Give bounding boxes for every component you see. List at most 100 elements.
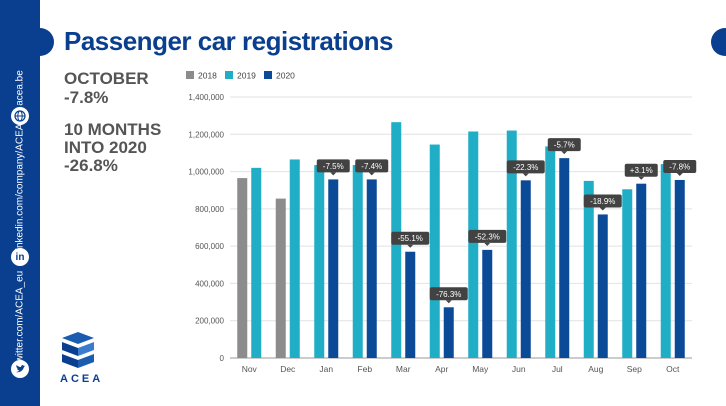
y-tick-label: 200,000 [195, 317, 224, 326]
x-tick-label: Aug [588, 364, 603, 374]
x-tick-label: Mar [396, 364, 411, 374]
change-label: +3.1% [624, 163, 658, 180]
change-label: -18.9% [583, 194, 622, 211]
x-tick-label: May [472, 364, 489, 374]
change-label-box [391, 231, 430, 245]
bar-2020-mar [405, 251, 416, 358]
change-label-text: -76.3% [436, 290, 461, 299]
change-label-box [429, 287, 468, 301]
bar-2019-feb [352, 165, 363, 358]
y-tick-label: 1,200,000 [188, 130, 224, 139]
bar-2020-aug [597, 214, 608, 358]
logo-text: ACEA [60, 373, 104, 385]
x-tick-label: Jun [512, 364, 526, 374]
bar-2019-sep [622, 189, 633, 358]
change-label-box [663, 159, 697, 173]
legend-swatch-2020 [264, 71, 272, 79]
legend-label-2018: 2018 [198, 71, 217, 81]
x-tick-label: Jan [319, 364, 333, 374]
bar-2020-may [482, 249, 493, 358]
bar-2020-feb [366, 179, 377, 358]
bar-2019-jan [314, 165, 325, 358]
decor-circle-left [0, 28, 14, 56]
change-label-text: -55.1% [398, 234, 423, 243]
change-label-box [583, 194, 622, 208]
legend-swatch-2018 [186, 71, 194, 79]
change-label: -7.5% [316, 159, 350, 176]
x-tick-label: Apr [435, 364, 448, 374]
bar-2019-dec [289, 159, 300, 358]
bar-2019-jul [545, 146, 556, 358]
y-tick-label: 400,000 [195, 279, 224, 288]
bar-2020-jun [520, 180, 531, 358]
change-label-box [624, 163, 658, 177]
october-value: -7.8% [64, 88, 109, 107]
change-label: -52.3% [468, 229, 507, 246]
change-label-text: -5.7% [554, 141, 575, 150]
change-label-text: -7.8% [669, 162, 690, 171]
change-label-pointer [561, 151, 568, 155]
decor-circle-mid [26, 28, 54, 56]
change-label-text: -52.3% [475, 232, 500, 241]
legend-label-2020: 2020 [276, 71, 295, 81]
change-label-text: -7.4% [361, 162, 382, 171]
y-tick-label: 800,000 [195, 205, 224, 214]
x-tick-label: Sep [627, 364, 642, 374]
change-label-pointer [368, 172, 375, 176]
x-tick-label: Oct [666, 364, 680, 374]
change-label-text: +3.1% [630, 166, 653, 175]
y-tick-label: 600,000 [195, 242, 224, 251]
legend-swatch-2019 [225, 71, 233, 79]
bar-2018-nov [237, 178, 248, 358]
change-label-pointer [330, 172, 337, 176]
change-label-pointer [522, 173, 529, 177]
change-label: -22.3% [506, 160, 545, 177]
x-tick-label: Feb [357, 364, 372, 374]
change-label: -7.8% [663, 159, 697, 176]
acea-logo-icon [58, 330, 98, 375]
linkedin-icon[interactable]: in [11, 248, 29, 266]
bar-2020-jul [559, 158, 570, 358]
ytd-label-line2: INTO 2020 [64, 138, 147, 157]
bar-2020-apr [443, 307, 454, 358]
bar-2019-nov [251, 167, 262, 358]
change-label-pointer [445, 300, 452, 304]
ytd-label-line1: 10 MONTHS [64, 120, 162, 139]
x-tick-label: Jul [552, 364, 563, 374]
ytd-value: -26.8% [64, 156, 118, 175]
bar-2019-may [468, 131, 479, 358]
y-tick-label: 1,400,000 [188, 93, 224, 102]
decor-circle-right [711, 28, 726, 56]
x-tick-label: Nov [242, 364, 258, 374]
bar-2019-apr [429, 144, 440, 358]
change-label-box [355, 159, 389, 173]
change-label-pointer [599, 207, 606, 211]
change-label-text: -18.9% [590, 197, 615, 206]
change-label: -55.1% [391, 231, 430, 248]
bar-2019-jun [506, 130, 517, 358]
y-tick-label: 0 [220, 354, 225, 363]
bar-2020-jan [328, 179, 339, 358]
page-title: Passenger car registrations [64, 26, 394, 56]
change-label-pointer [676, 172, 683, 176]
bar-2018-dec [275, 198, 286, 358]
globe-icon[interactable] [11, 107, 29, 125]
october-label: OCTOBER [64, 69, 149, 88]
x-tick-label: Dec [280, 364, 296, 374]
change-label: -7.4% [355, 159, 389, 176]
sidebar: acea.be linkedin.com/company/ACEA in twi… [0, 0, 40, 406]
change-label-pointer [484, 242, 491, 246]
change-label-pointer [407, 244, 414, 248]
change-label-pointer [638, 176, 645, 180]
change-label: -5.7% [547, 138, 581, 155]
twitter-icon[interactable] [11, 360, 29, 378]
bar-2019-oct [660, 164, 671, 358]
change-label: -76.3% [429, 287, 468, 304]
change-label-box [547, 138, 581, 152]
bar-2020-oct [674, 179, 685, 358]
change-label-box [506, 160, 545, 174]
change-label-text: -7.5% [323, 162, 344, 171]
bar-2019-aug [583, 180, 594, 358]
legend-label-2019: 2019 [237, 71, 256, 81]
